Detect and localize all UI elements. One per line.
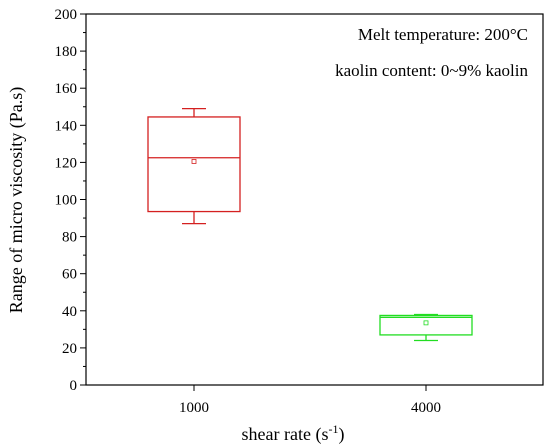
y-tick-label-160: 160 bbox=[55, 81, 78, 97]
mean-marker-1000 bbox=[191, 159, 197, 164]
x-axis: 1000 4000 bbox=[179, 385, 441, 416]
y-tick-label-180: 180 bbox=[55, 44, 78, 60]
x-axis-title-main: shear rate (s bbox=[242, 424, 329, 445]
x-tick-label-4000: 4000 bbox=[411, 400, 441, 416]
x-tick-label-1000: 1000 bbox=[179, 400, 209, 416]
boxes bbox=[147, 107, 473, 342]
box-body-1000 bbox=[147, 116, 241, 213]
y-tick-label-40: 40 bbox=[62, 304, 77, 320]
y-tick-label-80: 80 bbox=[62, 230, 77, 246]
y-tick-label-100: 100 bbox=[55, 193, 78, 209]
box-1000 bbox=[147, 107, 241, 225]
y-tick-label-0: 0 bbox=[70, 378, 78, 394]
y-axis: 0 20 40 60 80 100 120 140 160 180 200 bbox=[55, 7, 86, 394]
y-tick-label-20: 20 bbox=[62, 341, 77, 357]
annotation-melt-temperature: Melt temperature: 200°C bbox=[358, 25, 528, 44]
box-4000 bbox=[379, 313, 473, 342]
y-tick-label-60: 60 bbox=[62, 267, 77, 283]
annotation-kaolin-content: kaolin content: 0~9% kaolin bbox=[335, 61, 528, 80]
y-axis-title: Range of micro viscosity (Pa.s) bbox=[6, 87, 27, 313]
y-tick-label-200: 200 bbox=[55, 7, 78, 23]
x-axis-title-superscript: -1 bbox=[328, 422, 338, 436]
x-axis-title: shear rate (s-1) bbox=[242, 422, 345, 445]
x-axis-title-end: ) bbox=[338, 424, 344, 445]
y-tick-label-140: 140 bbox=[55, 118, 78, 134]
box-body-4000 bbox=[379, 314, 473, 336]
mean-marker-4000 bbox=[423, 320, 429, 326]
y-tick-label-120: 120 bbox=[55, 155, 78, 171]
